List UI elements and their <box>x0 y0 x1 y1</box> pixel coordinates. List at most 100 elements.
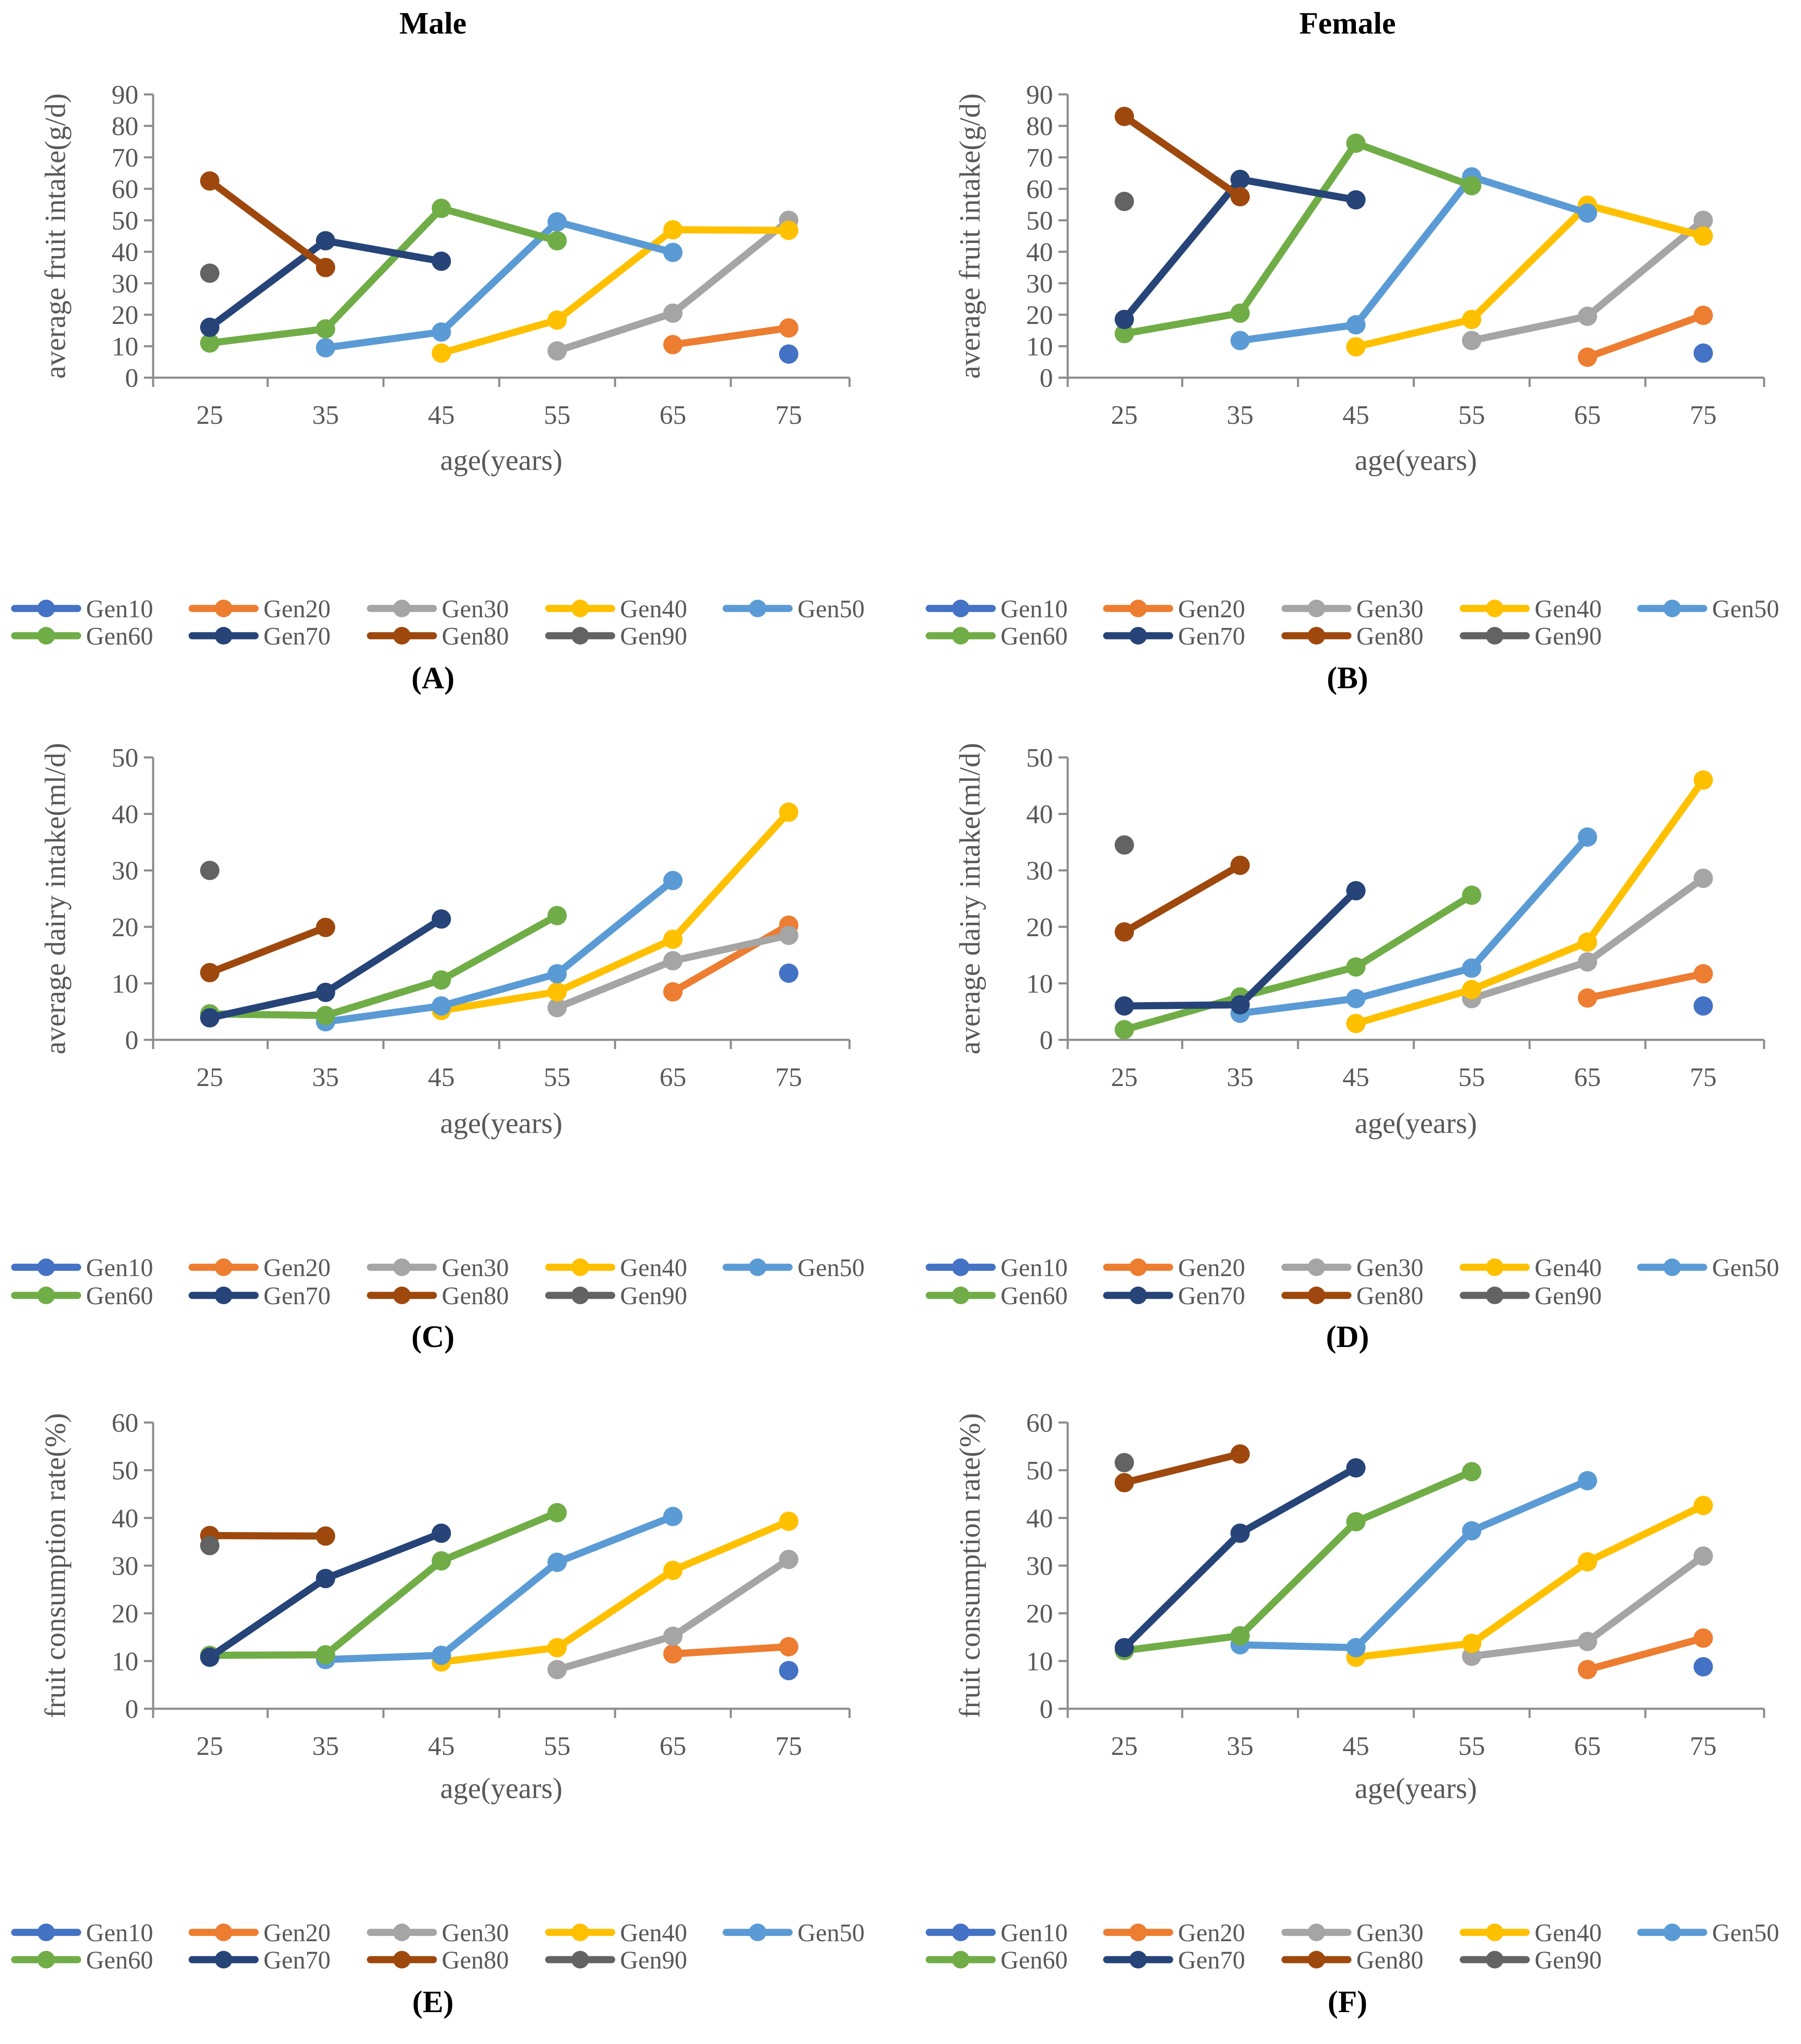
data-point <box>547 212 567 232</box>
series-line <box>206 205 561 347</box>
x-tick-label: 75 <box>1690 1062 1717 1092</box>
data-point <box>1694 1657 1713 1676</box>
legend-swatch-marker <box>571 600 589 617</box>
legend-swatch-marker <box>215 1287 232 1304</box>
panel-label: (C) <box>412 1320 455 1354</box>
x-tick-label: 65 <box>1574 1731 1601 1761</box>
legend-label: Gen20 <box>1178 1919 1245 1947</box>
legend-swatch-marker <box>952 1287 970 1304</box>
series-line <box>1584 970 1707 1002</box>
legend-label: Gen90 <box>620 622 687 650</box>
legend-label: Gen60 <box>1001 1946 1068 1974</box>
y-tick-label: 50 <box>1026 1456 1053 1485</box>
y-tick-label: 20 <box>1026 300 1053 330</box>
data-point <box>1694 770 1713 790</box>
x-tick-label: 55 <box>544 400 571 430</box>
series-gen80 <box>200 1526 335 1546</box>
legend-label: Gen50 <box>798 1254 865 1282</box>
data-point <box>663 335 683 355</box>
data-point <box>432 322 451 342</box>
data-point <box>547 1660 567 1679</box>
legend: Gen10 Gen20 Gen30 Gen40 Gen50 Gen60 Gen70 Gen80… <box>925 595 1779 650</box>
legend-swatch-marker <box>1486 1951 1504 1968</box>
series-gen50 <box>316 212 683 358</box>
x-tick-label: 25 <box>1111 1062 1138 1092</box>
series-gen10 <box>1694 996 1713 1016</box>
data-point <box>779 1550 798 1569</box>
legend-label: Gen30 <box>442 1919 509 1947</box>
series-gen10 <box>779 1661 798 1681</box>
series-gen60 <box>200 198 567 353</box>
legend-item-gen70: Gen70 <box>188 1946 331 1974</box>
legend-item-gen30: Gen30 <box>367 1919 509 1947</box>
y-tick-label: 40 <box>112 799 138 829</box>
series-line <box>1121 1468 1475 1654</box>
data-point <box>432 1645 451 1665</box>
series-line <box>206 237 445 331</box>
data-point <box>1462 885 1481 905</box>
y-tick-label: 20 <box>112 300 138 330</box>
legend-item-gen90: Gen90 <box>1460 1946 1602 1974</box>
x-tick-label: 25 <box>196 400 223 430</box>
panel-label: (A) <box>412 661 455 695</box>
series-gen20 <box>1578 964 1713 1008</box>
chart-panel-f: 0 10 20 30 40 50 60 25 35 45 55 65 75 age(years) fruit… <box>925 1408 1779 2019</box>
series-gen20 <box>663 318 798 355</box>
data-point <box>1230 995 1250 1015</box>
legend-swatch-marker <box>37 1951 55 1968</box>
data-point <box>1462 310 1481 329</box>
series-gen70 <box>200 1523 451 1667</box>
x-tick-label: 65 <box>1574 1062 1601 1092</box>
y-tick-label: 20 <box>1026 912 1053 942</box>
legend-item-gen90: Gen90 <box>1460 622 1602 650</box>
data-point <box>1694 996 1713 1016</box>
legend-item-gen90: Gen90 <box>545 622 687 650</box>
x-tick-label: 35 <box>312 400 339 430</box>
chart-panel-c: 0 10 20 30 40 50 25 35 45 55 65 75 age(years) average… <box>11 743 865 1354</box>
y-axis-title: fruit consumption rate(%) <box>39 1413 72 1718</box>
legend-swatch-marker <box>215 1924 232 1941</box>
data-point <box>1115 1638 1134 1658</box>
x-tick-label: 75 <box>775 1062 802 1092</box>
legend-swatch-marker <box>749 1924 766 1941</box>
legend-swatch-marker <box>749 1258 766 1276</box>
data-point <box>1115 996 1134 1016</box>
data-point <box>316 338 335 358</box>
data-point <box>547 906 567 925</box>
data-point <box>663 982 683 1002</box>
legend-label: Gen90 <box>620 1282 687 1310</box>
legend-swatch-marker <box>37 600 55 617</box>
series-gen10 <box>1694 343 1713 363</box>
legend-item-gen50: Gen50 <box>722 1254 865 1282</box>
data-point <box>316 982 335 1002</box>
legend-swatch-marker <box>571 1924 589 1941</box>
y-tick-label: 50 <box>1026 743 1053 773</box>
series-gen70 <box>1115 1458 1366 1658</box>
y-tick-label: 70 <box>112 143 138 172</box>
legend-label: Gen40 <box>1535 595 1602 623</box>
data-point <box>547 231 567 251</box>
data-point <box>1462 958 1481 978</box>
data-point <box>1115 107 1134 126</box>
legend-label: Gen90 <box>1535 1946 1602 1974</box>
legend-label: Gen80 <box>1356 1282 1423 1310</box>
series-gen90 <box>1115 835 1134 855</box>
series-line <box>322 877 677 1026</box>
chart-panel-e: 0 10 20 30 40 50 60 25 35 45 55 65 75 age(years) fruit… <box>11 1408 865 2019</box>
y-tick-label: 40 <box>1026 799 1053 829</box>
legend-label: Gen80 <box>442 622 509 650</box>
data-point <box>663 1626 683 1646</box>
data-point <box>1346 1013 1366 1033</box>
legend-item-gen30: Gen30 <box>1281 1919 1423 1947</box>
legend-item-gen60: Gen60 <box>925 622 1068 650</box>
data-point <box>1578 952 1597 972</box>
data-point <box>1578 203 1597 223</box>
series-line <box>206 177 329 271</box>
legend-item-gen80: Gen80 <box>367 1946 509 1974</box>
series-gen80 <box>200 171 335 277</box>
series-line <box>206 1530 445 1661</box>
data-point <box>547 341 567 361</box>
data-point <box>663 1644 683 1664</box>
data-point <box>1694 343 1713 363</box>
data-point <box>1346 881 1366 901</box>
